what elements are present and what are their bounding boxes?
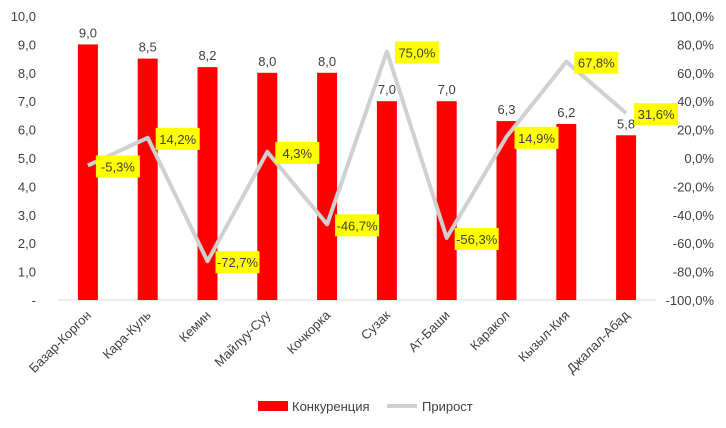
growth-label-box (275, 141, 320, 164)
line-value-labels: -5,3% 14,2% -72,7% 4,3% -46,7% 75,0% -56,3% 14,… (95, 41, 679, 274)
category-label: Майлуу-Суу (211, 307, 273, 369)
growth-value-label: 14,2% (159, 132, 196, 147)
category-label: Сузак (358, 307, 393, 342)
category-label: Кемин (176, 308, 214, 346)
bar-value-label: 8,2 (198, 48, 216, 63)
left-tick-label: 10,0 (11, 9, 36, 24)
right-tick-label: -60,0% (673, 236, 715, 251)
right-tick-label: 100,0% (670, 9, 715, 24)
category-label: Ат-Баши (405, 308, 452, 355)
bar-value-label: 8,0 (258, 54, 276, 69)
bar (257, 72, 278, 300)
legend-label-bar: Конкуренция (292, 399, 370, 414)
growth-value-label: -46,7% (336, 218, 378, 233)
left-y-axis: - 1,0 2,0 3,0 4,0 5,0 6,0 7,0 8,0 9,0 10,0 (11, 9, 36, 308)
growth-label-box (454, 227, 499, 250)
bar-value-label: 9,0 (79, 25, 97, 40)
right-tick-label: -100,0% (666, 293, 715, 308)
right-y-axis: -100,0% -80,0% -60,0% -40,0% -20,0% 0,0% 20,0%… (666, 9, 715, 308)
growth-line (87, 49, 628, 264)
line-series (87, 49, 628, 264)
bar (137, 58, 158, 300)
left-tick-label: - (32, 293, 36, 308)
right-tick-label: 20,0% (677, 123, 714, 138)
growth-value-label: 67,8% (578, 56, 615, 71)
left-tick-label: 4,0 (18, 179, 36, 194)
growth-value-label: -72,7% (217, 255, 259, 270)
growth-label-box (215, 251, 260, 274)
growth-label-box (95, 155, 140, 178)
bar (376, 101, 397, 300)
bar-value-labels: 9,0 8,5 8,2 8,0 8,0 7,0 7,0 6,3 6,2 5,8 (79, 25, 635, 131)
left-tick-label: 1,0 (18, 265, 36, 280)
right-tick-label: 60,0% (677, 66, 714, 81)
category-label: Кочкорка (284, 307, 334, 357)
right-tick-label: 80,0% (677, 37, 714, 52)
legend: Конкуренция Прирост (258, 399, 473, 414)
category-label: Базар-Коргон (26, 308, 94, 376)
bar-value-label: 8,5 (139, 40, 157, 55)
left-tick-label: 9,0 (18, 37, 36, 52)
bar (556, 123, 577, 300)
left-tick-label: 2,0 (18, 236, 36, 251)
right-tick-label: -80,0% (673, 265, 715, 280)
right-tick-label: 40,0% (677, 94, 714, 109)
bar (436, 101, 457, 300)
bar-value-label: 5,8 (617, 116, 635, 131)
legend-label-line: Прирост (422, 399, 473, 414)
category-label: Кара-Куль (100, 307, 154, 361)
bar (197, 67, 218, 301)
bar-value-label: 7,0 (438, 82, 456, 97)
right-tick-label: -20,0% (673, 179, 715, 194)
growth-label-box (335, 214, 380, 237)
right-tick-label: 0,0% (684, 151, 714, 166)
growth-value-label: 31,6% (638, 107, 675, 122)
bar-value-label: 6,3 (497, 102, 515, 117)
left-tick-label: 6,0 (18, 123, 36, 138)
left-tick-label: 7,0 (18, 94, 36, 109)
growth-value-label: 75,0% (398, 46, 435, 61)
growth-value-label: 14,9% (518, 131, 555, 146)
bar (317, 72, 338, 300)
category-label: Каракол (467, 308, 513, 354)
growth-label-box (394, 41, 439, 64)
left-tick-label: 8,0 (18, 66, 36, 81)
growth-label-box (514, 126, 559, 149)
growth-label-box (634, 103, 679, 126)
bar (616, 135, 637, 300)
bar-value-label: 8,0 (318, 54, 336, 69)
right-tick-label: -40,0% (673, 208, 715, 223)
growth-value-label: -56,3% (456, 232, 498, 247)
growth-value-label: -5,3% (101, 160, 135, 175)
legend-swatch-bar (258, 401, 288, 411)
bar-value-label: 6,2 (557, 105, 575, 120)
left-tick-label: 5,0 (18, 151, 36, 166)
left-tick-label: 3,0 (18, 208, 36, 223)
growth-label-box (155, 127, 200, 150)
category-label: Джалал-Абад (564, 307, 633, 376)
bars-series (77, 44, 637, 301)
growth-value-label: 4,3% (282, 146, 312, 161)
bar-value-label: 7,0 (378, 82, 396, 97)
bar (496, 121, 517, 300)
growth-label-box (574, 51, 619, 74)
category-label: Кызыл-Кия (515, 308, 572, 365)
bar (77, 44, 98, 301)
